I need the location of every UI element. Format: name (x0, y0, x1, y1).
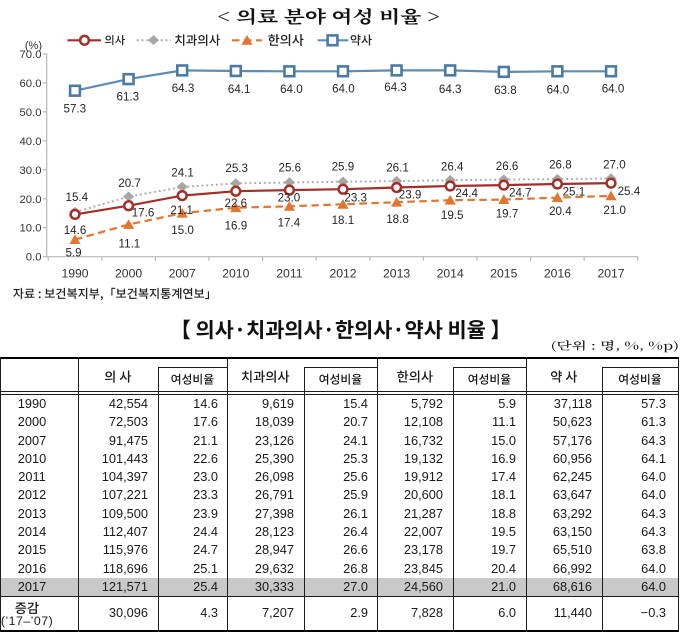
svg-text:60.0: 60.0 (20, 78, 42, 90)
svg-text:2000: 2000 (115, 266, 142, 280)
svg-text:2010: 2010 (222, 266, 249, 280)
svg-text:64.3: 64.3 (439, 83, 462, 96)
svg-text:25.4: 25.4 (618, 185, 641, 198)
svg-text:15.0: 15.0 (171, 224, 194, 237)
svg-text:22.6: 22.6 (225, 197, 248, 210)
svg-text:15.4: 15.4 (66, 191, 89, 204)
svg-text:61.3: 61.3 (117, 91, 140, 104)
svg-text:2014: 2014 (437, 266, 464, 280)
svg-text:64.0: 64.0 (332, 83, 355, 96)
svg-text:64.0: 64.0 (280, 83, 303, 96)
svg-text:26.1: 26.1 (386, 161, 409, 174)
svg-text:57.3: 57.3 (64, 102, 87, 115)
svg-text:2017: 2017 (597, 266, 624, 280)
svg-text:2016: 2016 (544, 266, 571, 280)
svg-text:50.0: 50.0 (20, 107, 42, 119)
svg-text:20.0: 20.0 (20, 194, 42, 206)
svg-text:(%): (%) (25, 40, 42, 52)
svg-text:21.0: 21.0 (603, 204, 626, 217)
svg-text:19.7: 19.7 (496, 208, 519, 221)
svg-text:24.7: 24.7 (509, 187, 532, 200)
svg-text:64.3: 64.3 (172, 82, 195, 95)
svg-text:1990: 1990 (61, 266, 88, 280)
svg-text:25.1: 25.1 (563, 185, 586, 198)
svg-text:40.0: 40.0 (20, 136, 42, 148)
svg-text:0.0: 0.0 (26, 252, 42, 264)
svg-text:24.1: 24.1 (171, 166, 194, 179)
svg-text:10.0: 10.0 (20, 223, 42, 235)
svg-text:64.1: 64.1 (228, 83, 251, 96)
svg-text:64.0: 64.0 (547, 83, 570, 96)
svg-text:26.6: 26.6 (496, 160, 519, 173)
svg-text:2013: 2013 (383, 266, 410, 280)
svg-text:27.0: 27.0 (603, 159, 626, 172)
svg-text:2011: 2011 (276, 266, 302, 280)
svg-text:23.0: 23.0 (278, 192, 301, 205)
svg-text:20.7: 20.7 (118, 177, 141, 190)
svg-text:26.4: 26.4 (441, 160, 464, 173)
svg-text:14.6: 14.6 (64, 224, 87, 237)
svg-text:63.8: 63.8 (494, 84, 517, 97)
svg-text:21.1: 21.1 (170, 204, 193, 217)
svg-text:5.9: 5.9 (65, 247, 81, 260)
svg-text:25.3: 25.3 (225, 162, 248, 175)
svg-text:19.5: 19.5 (441, 209, 464, 222)
svg-text:20.4: 20.4 (549, 205, 572, 218)
svg-text:70.0: 70.0 (20, 49, 42, 61)
svg-text:11.1: 11.1 (119, 238, 141, 251)
svg-text:17.6: 17.6 (132, 207, 155, 220)
svg-text:30.0: 30.0 (20, 165, 42, 177)
svg-text:25.6: 25.6 (279, 162, 302, 175)
svg-text:2007: 2007 (169, 266, 196, 280)
svg-text:18.8: 18.8 (386, 213, 409, 226)
svg-text:2015: 2015 (490, 266, 517, 280)
svg-text:64.3: 64.3 (384, 81, 407, 94)
svg-text:64.0: 64.0 (602, 83, 625, 96)
svg-text:2012: 2012 (329, 266, 356, 280)
svg-text:23.3: 23.3 (344, 192, 367, 205)
svg-text:26.8: 26.8 (549, 159, 572, 172)
svg-text:24.4: 24.4 (455, 187, 478, 200)
svg-text:18.1: 18.1 (332, 214, 355, 227)
svg-text:25.9: 25.9 (332, 160, 355, 173)
svg-text:17.4: 17.4 (278, 216, 301, 229)
svg-text:23.9: 23.9 (399, 189, 422, 202)
svg-text:16.9: 16.9 (225, 220, 248, 233)
